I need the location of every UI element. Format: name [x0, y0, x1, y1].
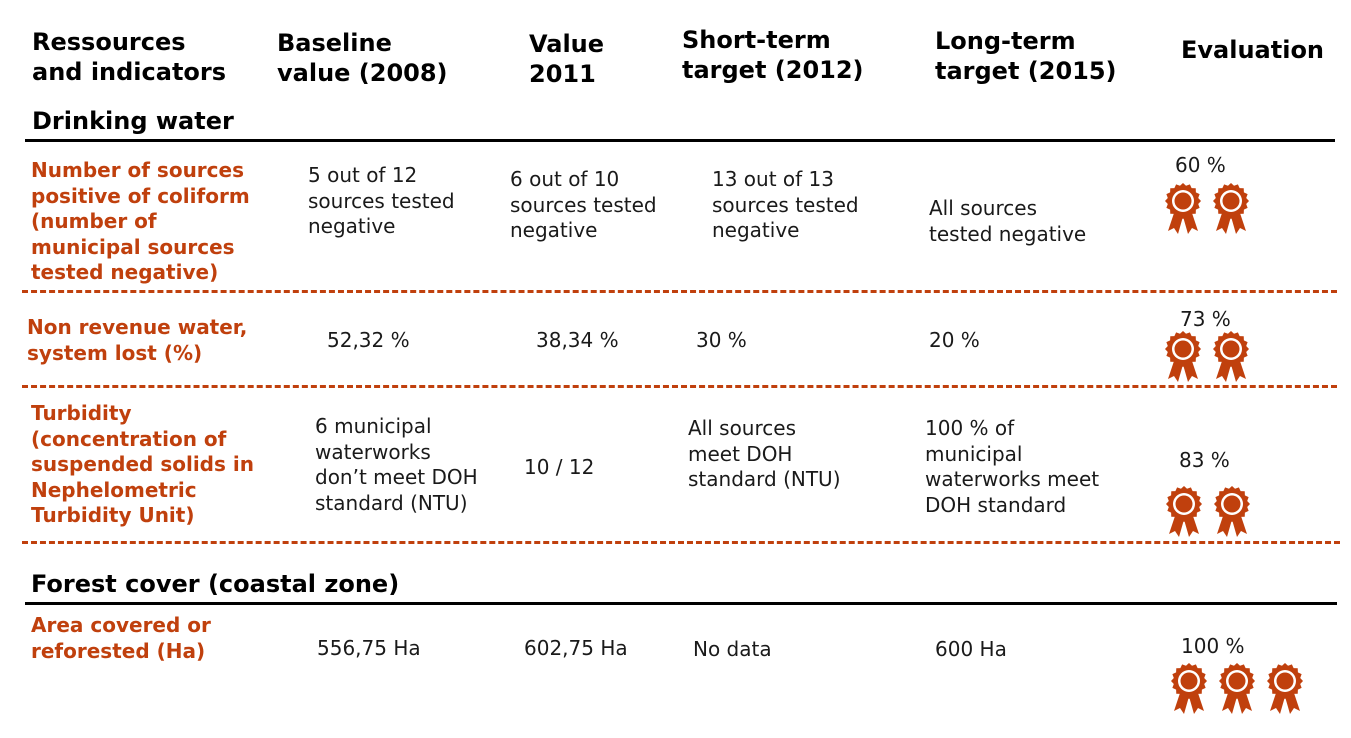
value-2011: 10 / 12 — [524, 455, 595, 479]
award-group — [1166, 486, 1250, 538]
baseline-value: 6 municipal waterworks don’t meet DOH st… — [315, 414, 478, 515]
section-title-drinking-water: Drinking water — [32, 107, 234, 135]
short-term-target: 30 % — [696, 328, 747, 352]
header-long-term-target: Long-term target (2015) — [935, 27, 1117, 85]
award-rosette-icon — [1267, 663, 1303, 715]
short-term-target: 13 out of 13 sources tested negative — [712, 167, 859, 242]
value-2011: 6 out of 10 sources tested negative — [510, 167, 657, 242]
indicator-non-revenue-water: Non revenue water, system lost (%) — [27, 315, 248, 365]
award-group — [1171, 663, 1303, 715]
award-rosette-icon — [1213, 183, 1249, 235]
row-divider — [22, 385, 1337, 388]
long-term-target: 100 % of municipal waterworks meet DOH s… — [925, 416, 1100, 517]
award-rosette-icon — [1166, 486, 1202, 538]
evaluation-percent: 100 % — [1181, 634, 1245, 658]
short-term-target: All sources meet DOH standard (NTU) — [688, 416, 841, 491]
award-rosette-icon — [1171, 663, 1207, 715]
header-evaluation: Evaluation — [1181, 36, 1325, 64]
baseline-value: 52,32 % — [327, 328, 410, 352]
indicator-turbidity: Turbidity (concentration of suspended so… — [31, 401, 254, 527]
row-divider — [22, 541, 1340, 544]
award-group — [1165, 183, 1249, 235]
header-value-2011: Value 2011 — [529, 30, 605, 88]
award-rosette-icon — [1219, 663, 1255, 715]
baseline-value: 5 out of 12 sources tested negative — [308, 163, 455, 238]
long-term-target: 20 % — [929, 328, 980, 352]
short-term-target: No data — [693, 637, 772, 661]
indicator-area-covered: Area covered or reforested (Ha) — [31, 613, 211, 663]
row-divider — [22, 290, 1337, 293]
award-rosette-icon — [1213, 331, 1249, 383]
header-baseline-value: Baseline value (2008) — [277, 29, 448, 87]
value-2011: 38,34 % — [536, 328, 619, 352]
evaluation-percent: 73 % — [1180, 307, 1231, 331]
section-divider-drinking-water — [25, 139, 1335, 142]
section-title-forest-cover: Forest cover (coastal zone) — [31, 570, 400, 598]
baseline-value: 556,75 Ha — [317, 636, 421, 660]
award-group — [1165, 331, 1249, 383]
long-term-target: 600 Ha — [935, 637, 1007, 661]
indicator-coliform-sources: Number of sources positive of coliform (… — [31, 158, 250, 284]
evaluation-percent: 83 % — [1179, 448, 1230, 472]
header-short-term-target: Short-term target (2012) — [682, 26, 864, 84]
value-2011: 602,75 Ha — [524, 636, 628, 660]
evaluation-percent: 60 % — [1175, 153, 1226, 177]
section-divider-forest-cover — [25, 602, 1337, 605]
award-rosette-icon — [1165, 183, 1201, 235]
award-rosette-icon — [1165, 331, 1201, 383]
header-resources-indicators: Ressources and indicators — [32, 28, 227, 86]
long-term-target: All sources tested negative — [929, 196, 1087, 246]
award-rosette-icon — [1214, 486, 1250, 538]
